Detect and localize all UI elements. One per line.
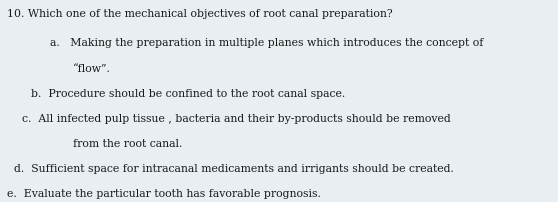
Text: c.  All infected pulp tissue , bacteria and their by-products should be removed: c. All infected pulp tissue , bacteria a… <box>22 114 451 124</box>
Text: d.  Sufficient space for intracanal medicaments and irrigants should be created.: d. Sufficient space for intracanal medic… <box>14 164 454 174</box>
Text: b.  Procedure should be confined to the root canal space.: b. Procedure should be confined to the r… <box>31 89 345 99</box>
Text: 10. Which one of the mechanical objectives of root canal preparation?: 10. Which one of the mechanical objectiv… <box>7 9 392 19</box>
Text: e.  Evaluate the particular tooth has favorable prognosis.: e. Evaluate the particular tooth has fav… <box>7 189 320 199</box>
Text: from the root canal.: from the root canal. <box>73 139 182 149</box>
Text: “flow”.: “flow”. <box>73 64 110 74</box>
Text: a.   Making the preparation in multiple planes which introduces the concept of: a. Making the preparation in multiple pl… <box>50 38 484 48</box>
